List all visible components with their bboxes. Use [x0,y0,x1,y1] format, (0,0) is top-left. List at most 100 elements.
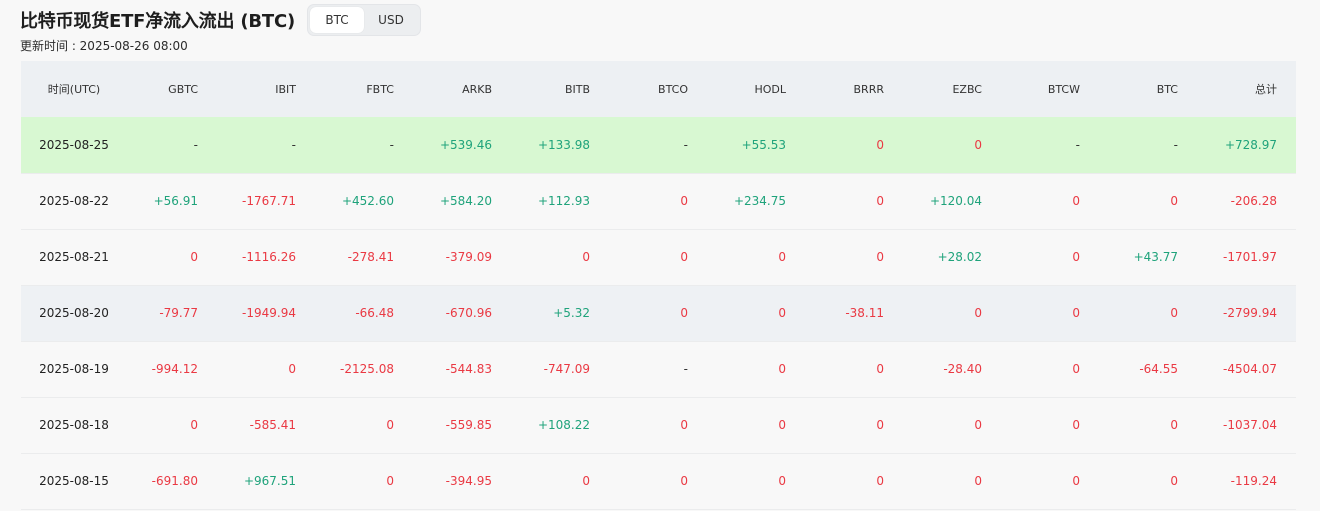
flow-cell: +108.22 [537,418,590,432]
flow-cell: 0 [680,194,688,208]
flow-cell: 0 [1072,250,1080,264]
flow-cell: +56.91 [153,194,198,208]
date-cell: 2025-08-25 [39,137,109,152]
flow-cell: +120.04 [929,194,982,208]
toggle-usd-button[interactable]: USD [378,13,404,27]
flow-cell: 0 [876,362,884,376]
flow-cell: 0 [778,418,786,432]
flow-cell: +584.20 [439,194,492,208]
flow-cell: -66.48 [355,306,394,320]
flow-cell: - [389,137,394,152]
toggle-btc-button[interactable]: BTC [310,7,364,33]
column-header: BITB [564,82,590,96]
flow-cell: 0 [582,250,590,264]
column-header-time: 时间(UTC) [47,83,101,96]
flow-cell: 0 [1072,474,1080,488]
column-header: ARKB [462,82,492,96]
column-header: EZBC [952,82,982,96]
flow-cell: 0 [1072,306,1080,320]
flow-cell: -747.09 [543,362,590,376]
flow-cell: 0 [876,137,884,152]
column-header: BRRR [853,82,884,96]
flow-cell: -1949.94 [242,306,296,320]
date-cell: 2025-08-21 [39,250,109,264]
flow-cell: 0 [1170,306,1178,320]
flow-cell: -394.95 [445,474,492,488]
flow-cell: -28.40 [943,362,982,376]
flow-cell: 0 [1170,194,1178,208]
flow-cell: +112.93 [537,194,590,208]
flow-cell: 0 [876,418,884,432]
page-title: 比特币现货ETF净流入流出 (BTC) [20,11,295,32]
flow-cell: -544.83 [445,362,492,376]
date-cell: 2025-08-19 [39,362,109,376]
table-row: 2025-08-20 -79.77 -1949.94 -66.48 -670.96 +5.… [21,285,1296,341]
flow-cell: -691.80 [151,474,198,488]
date-cell: 2025-08-15 [39,474,109,488]
flow-cell: - [1173,137,1178,152]
flow-cell: +728.97 [1224,137,1277,152]
flow-cell: +5.32 [553,306,590,320]
flow-cell: - [1075,137,1080,152]
flow-cell: 0 [386,474,394,488]
column-header: IBIT [275,82,296,96]
flow-cell: -559.85 [445,418,492,432]
flow-cell: -1037.04 [1223,418,1277,432]
flow-cell: 0 [974,306,982,320]
flow-cell: -1767.71 [242,194,296,208]
flow-cell: +234.75 [733,194,786,208]
flow-cell: 0 [680,418,688,432]
flow-cell: 0 [1072,194,1080,208]
date-cell: 2025-08-18 [39,418,109,432]
flow-cell: 0 [876,474,884,488]
flow-cell: -119.24 [1230,474,1277,488]
flow-cell: 0 [680,474,688,488]
flow-cell: 0 [778,250,786,264]
flow-cell: +28.02 [937,250,982,264]
flow-cell: 0 [1170,474,1178,488]
column-header: HODL [754,82,786,96]
flow-cell: -670.96 [445,306,492,320]
flow-cell: -1116.26 [242,250,296,264]
flow-cell: - [193,137,198,152]
flow-cell: -585.41 [249,418,296,432]
flow-cell: 0 [876,194,884,208]
flow-cell: 0 [288,362,296,376]
page-header: 比特币现货ETF净流入流出 (BTC) BTC USD [20,4,421,36]
flow-cell: 0 [386,418,394,432]
flow-cell: -2125.08 [340,362,394,376]
flow-cell: -278.41 [347,250,394,264]
flow-cell: 0 [1170,418,1178,432]
flow-cell: 0 [680,250,688,264]
column-header: GBTC [168,82,198,96]
flow-cell: 0 [778,362,786,376]
table-row: 2025-08-21 0 -1116.26 -278.41 -379.09 0 0 0 0 +28… [21,229,1296,285]
flow-cell: 0 [190,250,198,264]
flow-cell: -994.12 [151,362,198,376]
flow-cell: +43.77 [1133,250,1178,264]
etf-flow-table: 时间(UTC) GBTC IBIT FBTC ARKB BITB BTCO HODL BRRR E… [21,61,1296,510]
flow-cell: - [291,137,296,152]
table-row: 2025-08-18 0 -585.41 0 -559.85 +108.22 0 0 0 0 0 0 -… [21,397,1296,453]
flow-cell: +55.53 [741,137,786,152]
flow-cell: 0 [876,250,884,264]
column-header: BTCW [1047,82,1080,96]
flow-cell: 0 [1072,362,1080,376]
flow-cell: +967.51 [243,474,296,488]
flow-cell: 0 [190,418,198,432]
flow-cell: -38.11 [845,306,884,320]
flow-cell: 0 [1072,418,1080,432]
flow-cell: 0 [582,474,590,488]
flow-cell: 0 [778,474,786,488]
flow-cell: 0 [974,418,982,432]
table-header-row: 时间(UTC) GBTC IBIT FBTC ARKB BITB BTCO HODL BRRR E… [21,61,1296,117]
column-header: BTCO [658,82,688,96]
flow-cell: -379.09 [445,250,492,264]
flow-cell: 0 [680,306,688,320]
table-row: 2025-08-22 +56.91 -1767.71 +452.60 +584.20 +1… [21,173,1296,229]
flow-cell: +539.46 [439,137,492,152]
flow-cell: -1701.97 [1223,250,1277,264]
flow-cell: - [683,362,688,376]
flow-cell: -2799.94 [1223,306,1277,320]
flow-cell: 0 [974,137,982,152]
